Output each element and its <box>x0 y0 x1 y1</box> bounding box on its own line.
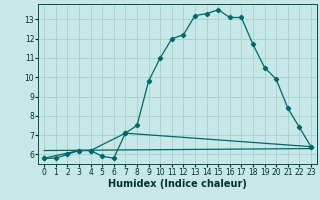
X-axis label: Humidex (Indice chaleur): Humidex (Indice chaleur) <box>108 179 247 189</box>
